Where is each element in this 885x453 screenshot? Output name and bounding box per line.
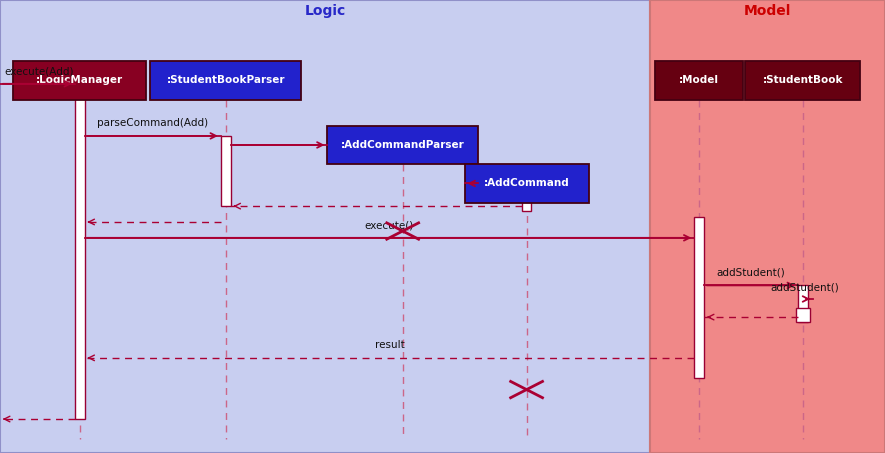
Text: :AddCommand: :AddCommand xyxy=(484,178,569,188)
Bar xyxy=(150,61,301,100)
Text: :LogicManager: :LogicManager xyxy=(36,75,123,86)
Bar xyxy=(522,183,531,211)
Text: Logic: Logic xyxy=(304,5,346,18)
Text: addStudent(): addStudent() xyxy=(770,282,839,292)
Text: execute(Add): execute(Add) xyxy=(4,67,74,77)
Text: :AddCommandParser: :AddCommandParser xyxy=(341,140,465,150)
Bar xyxy=(221,136,230,206)
Text: execute(): execute() xyxy=(365,220,414,230)
Bar xyxy=(796,308,810,322)
Text: :Model: :Model xyxy=(679,75,720,86)
Text: Model: Model xyxy=(744,5,791,18)
Text: addStudent(): addStudent() xyxy=(717,268,785,278)
Text: :StudentBookParser: :StudentBookParser xyxy=(166,75,285,86)
Bar xyxy=(798,285,808,322)
Text: parseCommand(Add): parseCommand(Add) xyxy=(97,118,208,128)
Bar xyxy=(695,217,704,378)
Bar xyxy=(74,84,85,419)
Bar xyxy=(465,164,589,203)
Bar xyxy=(327,125,478,164)
Bar xyxy=(650,0,885,453)
Bar xyxy=(0,0,650,453)
Text: result: result xyxy=(374,340,404,350)
Text: :StudentBook: :StudentBook xyxy=(763,75,843,86)
Bar xyxy=(745,61,860,100)
Bar xyxy=(13,61,146,100)
Bar xyxy=(655,61,743,100)
